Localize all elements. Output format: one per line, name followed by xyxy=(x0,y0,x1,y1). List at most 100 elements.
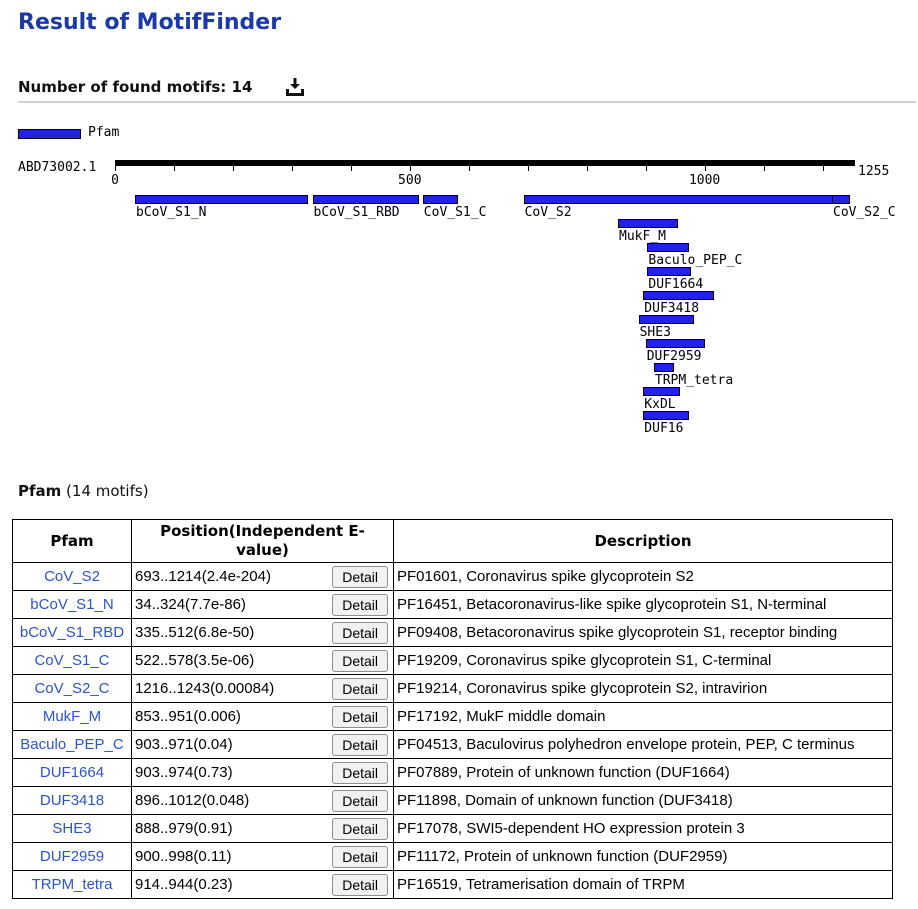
pfam-link[interactable]: bCoV_S1_RBD xyxy=(19,624,125,641)
motif-bar-DUF1664 xyxy=(647,267,692,276)
detail-button[interactable]: Detail xyxy=(332,873,388,896)
legend-swatch xyxy=(18,129,81,139)
table-row: Baculo_PEP_C 903..971(0.04) Detail PF04513,… xyxy=(12,730,893,759)
detail-button[interactable]: Detail xyxy=(332,733,388,756)
ruler-tick xyxy=(174,166,175,171)
detail-button[interactable]: Detail xyxy=(332,789,388,812)
description-cell: PF04513, Baculovirus polyhedron envelope… xyxy=(393,730,893,759)
table-row: DUF3418 896..1012(0.048) Detail PF11898, Do… xyxy=(12,786,893,815)
pfam-cell: CoV_S2_C xyxy=(12,674,132,703)
header-position: Position(Independent E-value) xyxy=(131,519,394,563)
detail-button[interactable]: Detail xyxy=(332,761,388,784)
motif-bar-DUF3418 xyxy=(643,291,714,300)
motif-bar-label: DUF16 xyxy=(644,421,684,436)
position-value: 1216..1243(0.00084) xyxy=(135,680,275,697)
ruler-tick xyxy=(527,166,529,171)
table-row: CoV_S1_C 522..578(3.5e-06) Detail PF19209, … xyxy=(12,646,893,675)
ruler-tick xyxy=(350,166,352,171)
motif-bar-label: bCoV_S1_N xyxy=(136,205,207,220)
position-cell: 900..998(0.11) Detail xyxy=(131,842,394,871)
motif-bar-DUF16 xyxy=(643,411,689,420)
table-row: DUF1664 903..974(0.73) Detail PF07889, Prot… xyxy=(12,758,893,787)
table-heading-rest: (14 motifs) xyxy=(61,482,149,500)
motif-bar-label: MukF_M xyxy=(619,229,666,244)
motif-bar-DUF2959 xyxy=(645,339,706,348)
pfam-cell: TRPM_tetra xyxy=(12,870,132,899)
position-value: 914..944(0.23) xyxy=(135,876,233,893)
description-cell: PF16451, Betacoronavirus-like spike glyc… xyxy=(393,590,893,619)
table-heading-bold: Pfam xyxy=(18,482,62,500)
table-row: DUF2959 900..998(0.11) Detail PF11172, Prot… xyxy=(12,842,893,871)
position-cell: 903..971(0.04) Detail xyxy=(131,730,394,759)
table-row: CoV_S2_C 1216..1243(0.00084) Detail PF19214… xyxy=(12,674,893,703)
table-row: bCoV_S1_RBD 335..512(6.8e-50) Detail PF0940… xyxy=(12,618,893,647)
ruler-tick xyxy=(763,166,765,171)
position-cell: 896..1012(0.048) Detail xyxy=(131,786,394,815)
ruler-tick xyxy=(586,166,588,171)
ruler-end-label: 1255 xyxy=(858,164,890,179)
motif-count-row: Number of found motifs: 14 xyxy=(18,76,306,98)
motif-bar-Baculo_PEP_C xyxy=(647,243,690,252)
motif-diagram: Pfam ABD73002.1 1255 0 500 1000 bCoV_S1_N bC… xyxy=(0,120,918,460)
pfam-link[interactable]: SHE3 xyxy=(52,820,92,837)
position-cell: 693..1214(2.4e-204) Detail xyxy=(131,562,394,591)
motif-table: Pfam Position(Independent E-value) Descr… xyxy=(12,519,893,899)
position-cell: 34..324(7.7e-86) Detail xyxy=(131,590,394,619)
pfam-cell: bCoV_S1_N xyxy=(12,590,132,619)
detail-button[interactable]: Detail xyxy=(332,817,388,840)
sequence-name: ABD73002.1 xyxy=(18,160,97,175)
download-icon[interactable] xyxy=(284,76,306,98)
pfam-link[interactable]: DUF3418 xyxy=(39,792,105,809)
ruler-tick xyxy=(645,166,647,171)
pfam-link[interactable]: DUF1664 xyxy=(39,764,105,781)
position-cell: 1216..1243(0.00084) Detail xyxy=(131,674,394,703)
pfam-link[interactable]: CoV_S2_C xyxy=(34,680,110,697)
pfam-link[interactable]: CoV_S1_C xyxy=(34,652,110,669)
description-cell: PF16519, Tetramerisation domain of TRPM xyxy=(393,870,893,899)
detail-button[interactable]: Detail xyxy=(332,649,388,672)
position-value: 853..951(0.006) xyxy=(135,708,241,725)
table-row: TRPM_tetra 914..944(0.23) Detail PF16519, T… xyxy=(12,870,893,899)
motif-bar-KxDL xyxy=(643,387,681,396)
motif-bar-bCoV_S1_N xyxy=(135,195,308,204)
description-cell: PF09408, Betacoronavirus spike glycoprot… xyxy=(393,618,893,647)
pfam-link[interactable]: bCoV_S1_N xyxy=(30,596,114,613)
motif-bar-label: CoV_S2 xyxy=(524,205,572,220)
detail-button[interactable]: Detail xyxy=(332,705,388,728)
motif-bar-CoV_S1_C xyxy=(422,195,458,204)
table-row: CoV_S2 693..1214(2.4e-204) Detail PF01601, … xyxy=(12,562,893,591)
description-cell: PF01601, Coronavirus spike glycoprotein … xyxy=(393,562,893,591)
ruler-tick xyxy=(115,166,116,171)
position-value: 522..578(3.5e-06) xyxy=(135,652,255,669)
detail-button[interactable]: Detail xyxy=(332,565,388,588)
position-value: 34..324(7.7e-86) xyxy=(135,596,246,613)
ruler-tick xyxy=(704,166,706,171)
description-cell: PF19214, Coronavirus spike glycoprotein … xyxy=(393,674,893,703)
detail-button[interactable]: Detail xyxy=(332,593,388,616)
motif-bar-label: SHE3 xyxy=(639,325,671,340)
motif-bar-CoV_S2_C xyxy=(832,195,850,204)
divider xyxy=(18,101,916,103)
header-description: Description xyxy=(393,519,893,563)
detail-button[interactable]: Detail xyxy=(332,845,388,868)
pfam-link[interactable]: Baculo_PEP_C xyxy=(20,736,124,753)
position-value: 888..979(0.91) xyxy=(135,820,233,837)
motif-bar-label: KxDL xyxy=(644,397,676,412)
detail-button[interactable]: Detail xyxy=(332,677,388,700)
motif-bar-MukF_M xyxy=(618,219,678,228)
motif-bar-SHE3 xyxy=(638,315,695,324)
pfam-link[interactable]: MukF_M xyxy=(42,708,102,725)
motif-bar-label: Baculo_PEP_C xyxy=(648,253,743,268)
pfam-cell: DUF1664 xyxy=(12,758,132,787)
ruler-tick xyxy=(409,166,411,171)
pfam-link[interactable]: CoV_S2 xyxy=(44,568,100,585)
table-row: MukF_M 853..951(0.006) Detail PF17192, MukF… xyxy=(12,702,893,731)
pfam-cell: Baculo_PEP_C xyxy=(12,730,132,759)
pfam-cell: DUF2959 xyxy=(12,842,132,871)
pfam-link[interactable]: DUF2959 xyxy=(39,848,105,865)
table-heading: Pfam (14 motifs) xyxy=(18,482,149,500)
detail-button[interactable]: Detail xyxy=(332,621,388,644)
pfam-link[interactable]: TRPM_tetra xyxy=(31,876,113,893)
pfam-cell: MukF_M xyxy=(12,702,132,731)
